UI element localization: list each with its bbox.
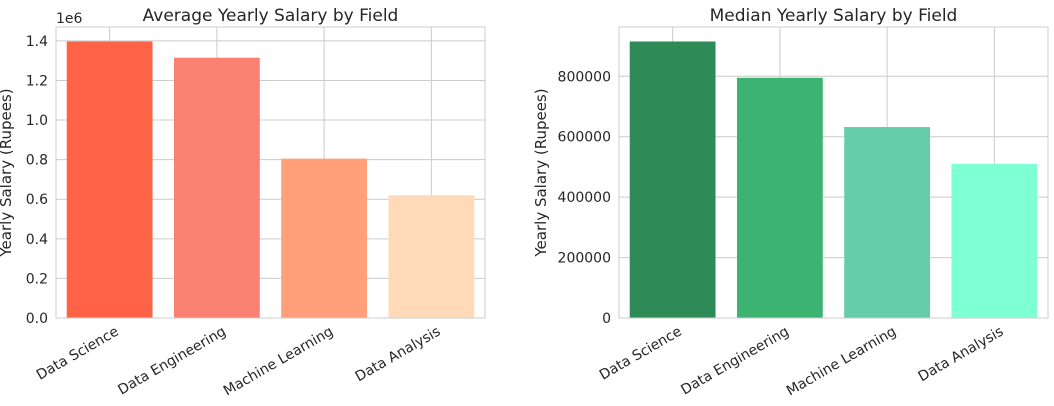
x-tick-label: Machine Learning [784, 324, 899, 400]
x-tick-label: Data Analysis [353, 324, 444, 386]
y-tick-label: 1.0 [26, 113, 48, 129]
average-salary-chart: Average Yearly Salary by Field Yearly Sa… [0, 6, 486, 400]
bar-data-engineering [173, 57, 260, 318]
plot-frame [55, 26, 486, 319]
y-offset-label: 1e6 [56, 11, 83, 27]
y-tick-label: 0.0 [26, 311, 48, 327]
chart-title: Average Yearly Salary by Field [143, 6, 399, 26]
y-tick-label: 0.8 [26, 153, 48, 169]
y-axis-label: Yearly Salary (Rupees) [532, 88, 550, 257]
bar-data-science [629, 41, 716, 319]
y-tick-label: 0 [602, 311, 611, 327]
x-tick-label: Machine Learning [221, 324, 336, 400]
x-tick-label: Data Engineering [115, 324, 229, 399]
y-tick-label: 600000 [558, 130, 611, 146]
y-tick-label: 400000 [558, 190, 611, 206]
y-tick-label: 0.6 [26, 192, 48, 208]
chart-title: Median Yearly Salary by Field [710, 6, 958, 26]
bar-machine-learning [281, 158, 368, 318]
y-axis-label: Yearly Salary (Rupees) [0, 88, 15, 257]
x-tick-label: Data Analysis [916, 324, 1007, 386]
y-tick-label: 1.2 [26, 73, 48, 89]
x-tick-label: Data Science [597, 324, 685, 384]
y-tick-label: 0.2 [26, 271, 48, 287]
median-salary-chart: Median Yearly Salary by Field Yearly Sal… [532, 6, 1049, 400]
bar-data-science [66, 41, 153, 318]
bar-machine-learning [844, 127, 931, 318]
y-tick-label: 1.4 [26, 34, 48, 50]
bar-data-engineering [736, 77, 823, 318]
y-tick-label: 200000 [558, 251, 611, 267]
plot-frame [618, 26, 1049, 319]
x-tick-label: Data Engineering [678, 324, 792, 399]
x-tick-label: Data Science [34, 324, 122, 384]
bar-data-analysis [388, 195, 475, 318]
y-tick-label: 800000 [558, 69, 611, 85]
bar-data-analysis [951, 163, 1038, 318]
y-tick-label: 0.4 [26, 232, 48, 248]
